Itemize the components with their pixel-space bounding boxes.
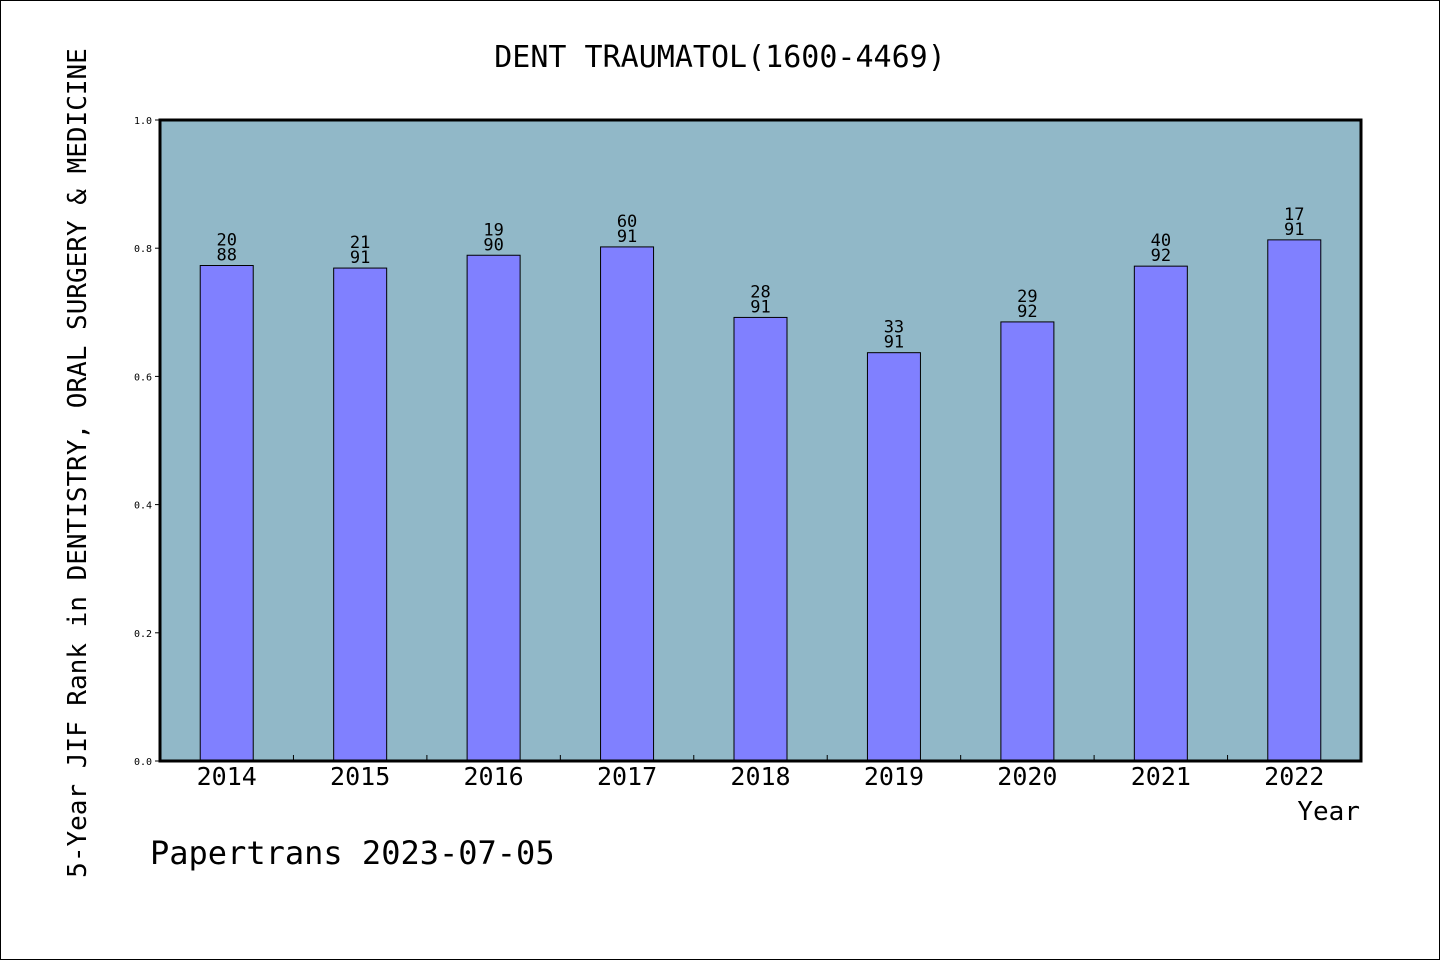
x-tick-label-2022: 2022 <box>1264 762 1324 791</box>
bar-2020 <box>1000 321 1055 762</box>
rank-label-2018: 28 <box>750 282 770 302</box>
x-axis: 2014 2015 2016 2017 2018 2019 2020 2021 2022 <box>197 755 1324 791</box>
total-label-2015: 91 <box>350 248 370 268</box>
bar-2022 <box>1267 239 1322 762</box>
y-axis: 0.0 0.2 0.4 0.6 0.8 1.0 <box>134 116 160 768</box>
x-axis-label: Year <box>1297 797 1360 827</box>
total-label-2019: 91 <box>884 333 904 353</box>
bar-2015 <box>333 267 388 762</box>
rank-label-2016: 19 <box>483 220 503 240</box>
rank-label-2020: 29 <box>1017 287 1037 307</box>
plot-border <box>158 118 1363 763</box>
y-axis-label: 5-Year JIF Rank in DENTISTRY, ORAL SURGE… <box>63 48 93 878</box>
total-label-2022: 91 <box>1284 220 1304 240</box>
y-tick-label: 0.4 <box>134 501 152 512</box>
x-tick-label-2014: 2014 <box>197 762 257 791</box>
total-label-2021: 92 <box>1151 246 1171 266</box>
rank-label-2022: 17 <box>1284 205 1304 225</box>
total-label-2016: 90 <box>483 235 503 255</box>
x-tick-label-2021: 2021 <box>1131 762 1191 791</box>
x-tick-label-2019: 2019 <box>864 762 924 791</box>
x-tick-label-2018: 2018 <box>730 762 790 791</box>
x-tick-label-2017: 2017 <box>597 762 657 791</box>
total-label-2017: 91 <box>617 227 637 247</box>
total-label-2020: 92 <box>1017 302 1037 322</box>
total-label-2018: 91 <box>750 297 770 317</box>
bar-2019 <box>866 352 921 762</box>
chart-title: DENT TRAUMATOL(1600-4469) <box>494 40 946 75</box>
bar-2018 <box>733 316 788 762</box>
x-tick-label-2020: 2020 <box>997 762 1057 791</box>
y-tick-label: 0.8 <box>134 244 152 255</box>
bar-2021 <box>1133 265 1188 762</box>
rank-label-2019: 33 <box>884 318 904 338</box>
y-tick-label: 0.2 <box>134 629 152 640</box>
bar-2014 <box>199 265 254 762</box>
x-tick-label-2015: 2015 <box>330 762 390 791</box>
y-tick-label: 0.0 <box>134 757 152 768</box>
watermark-text: Papertrans 2023-07-05 <box>150 834 555 872</box>
total-label-2014: 88 <box>216 246 236 266</box>
y-tick-label: 0.6 <box>134 372 152 383</box>
x-tick-label-2016: 2016 <box>464 762 524 791</box>
rank-label-2015: 21 <box>350 233 370 253</box>
bar-2016 <box>466 254 521 762</box>
rank-label-2017: 60 <box>617 212 637 232</box>
y-tick-label: 1.0 <box>134 116 152 127</box>
rank-label-2014: 20 <box>216 231 236 251</box>
rank-label-2021: 40 <box>1151 231 1171 251</box>
bar-2017 <box>600 246 655 762</box>
